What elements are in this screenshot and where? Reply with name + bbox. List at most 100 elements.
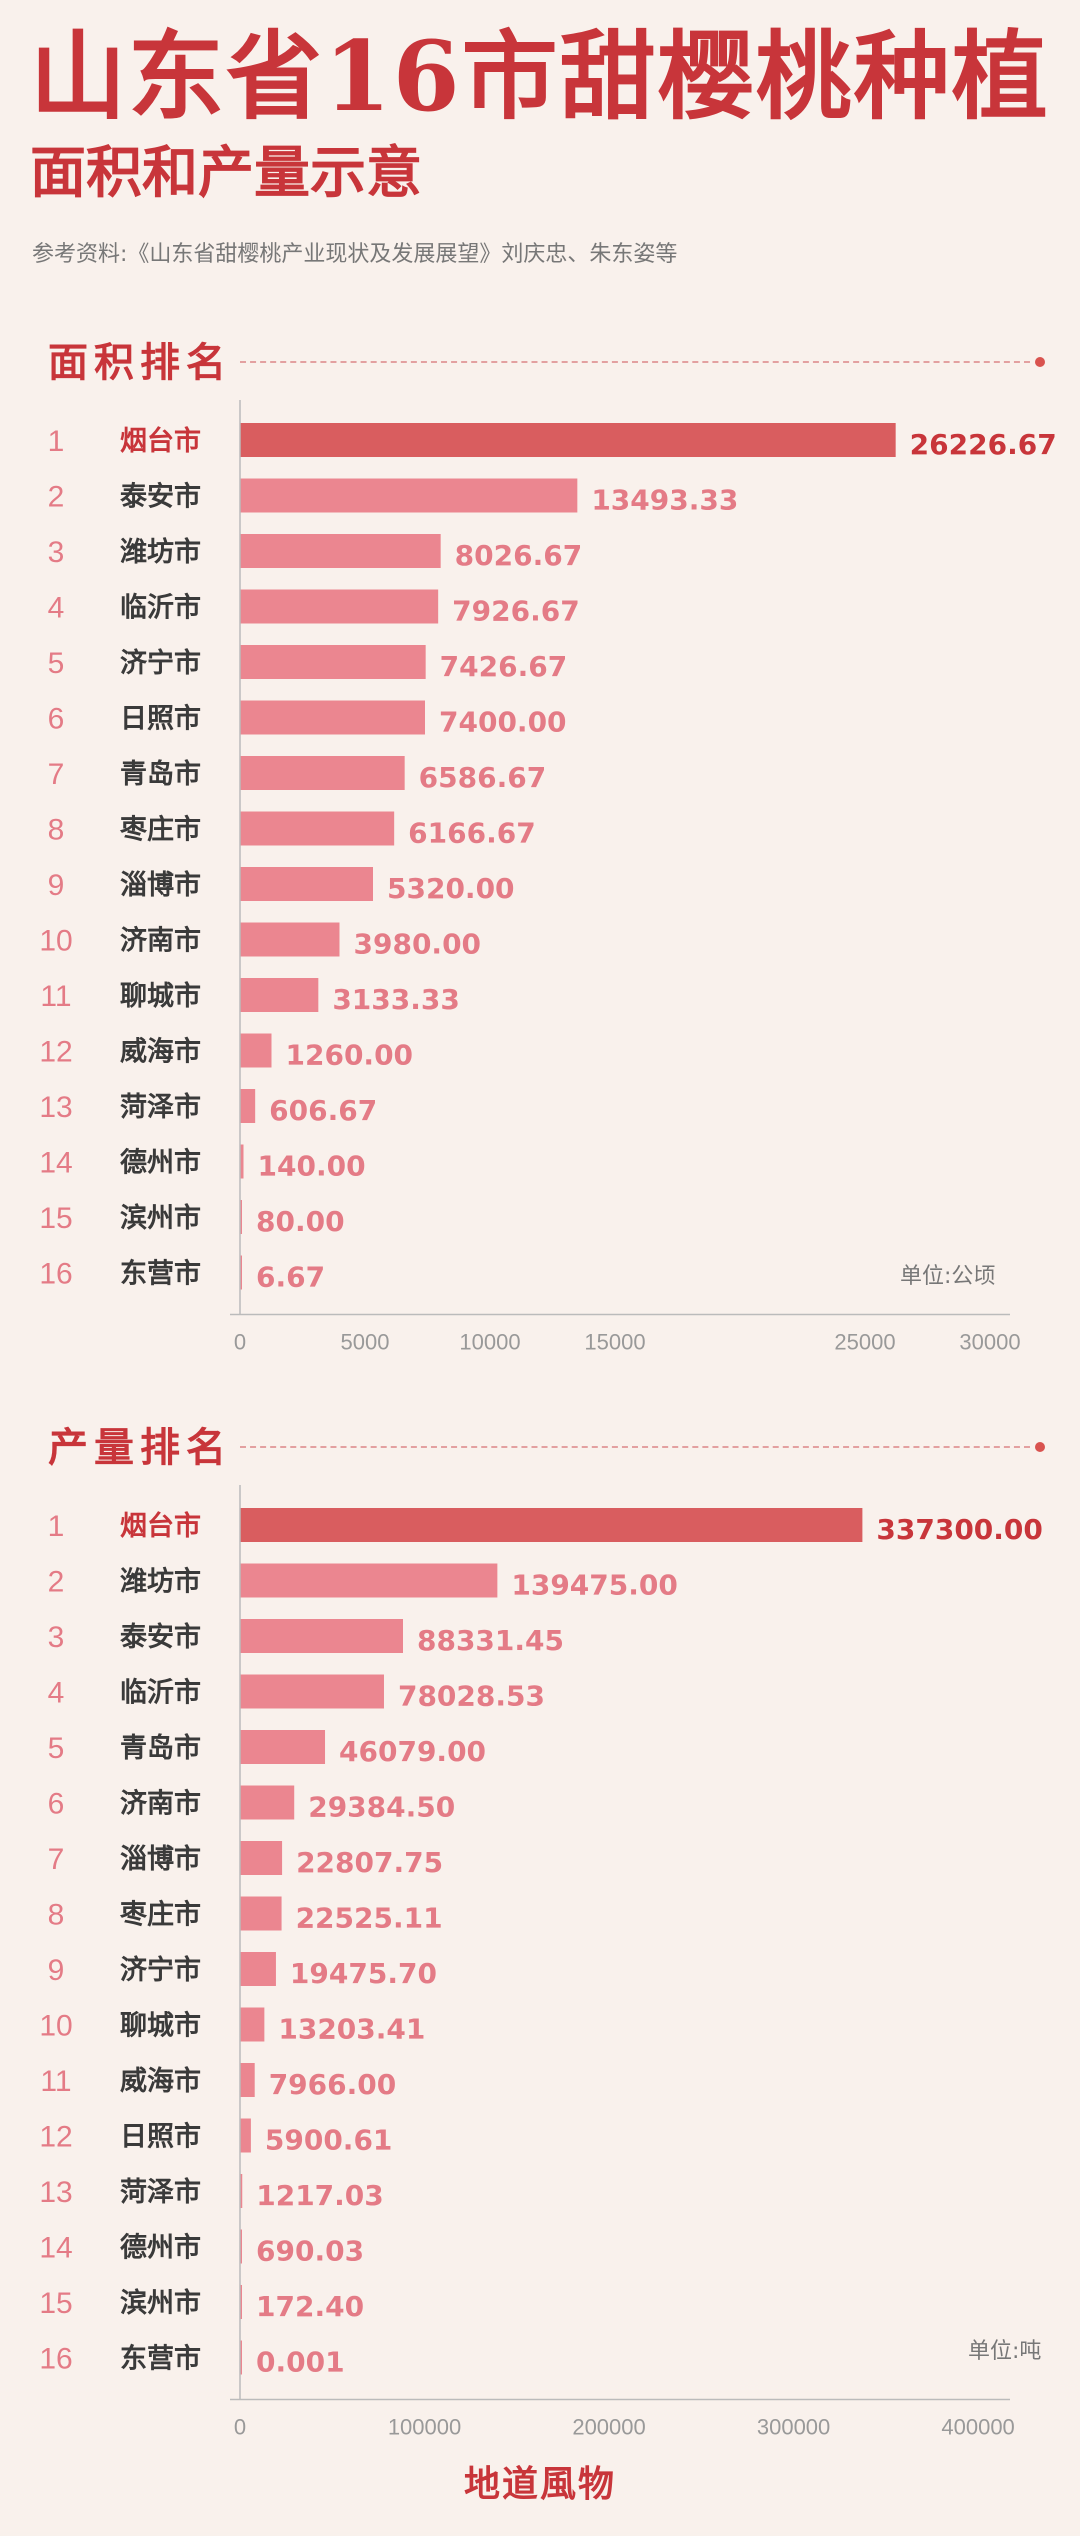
bar <box>240 922 340 957</box>
area-section-divider <box>240 361 1030 363</box>
city-label: 枣庄市 <box>119 1899 201 1931</box>
value-label: 6166.67 <box>408 817 536 850</box>
bar <box>240 1841 283 1875</box>
rank-label: 16 <box>39 1258 72 1291</box>
rank-label: 4 <box>48 592 65 625</box>
city-label: 枣庄市 <box>119 814 201 846</box>
bar <box>240 589 439 624</box>
value-label: 690.03 <box>256 2235 364 2268</box>
city-label: 济南市 <box>120 1788 201 1820</box>
city-label: 威海市 <box>120 1036 201 1068</box>
area-section-title: 面积排名 <box>48 339 232 386</box>
value-label: 337300.00 <box>876 1513 1043 1546</box>
bar <box>240 1674 384 1709</box>
x-tick-label: 100000 <box>388 2415 461 2440</box>
value-label: 6.67 <box>256 1261 325 1294</box>
rank-label: 2 <box>48 1566 65 1599</box>
bar <box>240 645 426 679</box>
city-label: 济宁市 <box>120 1954 201 1986</box>
city-label: 青岛市 <box>120 758 201 790</box>
value-label: 7966.00 <box>269 2068 397 2101</box>
city-label: 聊城市 <box>120 980 201 1012</box>
bar <box>240 1952 276 1986</box>
production-section-divider <box>240 1446 1030 1448</box>
value-label: 6586.67 <box>419 761 547 794</box>
bar <box>240 1200 242 1234</box>
rank-label: 3 <box>48 1621 65 1654</box>
value-label: 22807.75 <box>296 1846 443 1879</box>
value-label: 140.00 <box>258 1150 366 1183</box>
rank-label: 13 <box>39 2176 72 2209</box>
bar <box>240 2174 243 2208</box>
bar <box>240 534 441 568</box>
value-label: 8026.67 <box>455 539 583 572</box>
bar <box>240 1619 403 1653</box>
x-tick-label: 10000 <box>459 1330 520 1355</box>
rank-label: 6 <box>48 703 65 736</box>
x-tick-label: 25000 <box>834 1330 895 1355</box>
bar <box>240 1563 498 1598</box>
rank-label: 3 <box>48 536 65 569</box>
value-label: 26226.67 <box>910 428 1057 461</box>
value-label: 22525.11 <box>296 1902 443 1935</box>
bar <box>240 700 425 735</box>
city-label: 泰安市 <box>120 1621 201 1653</box>
city-label: 滨州市 <box>120 1202 201 1234</box>
value-label: 46079.00 <box>339 1735 486 1768</box>
city-label: 烟台市 <box>120 425 201 457</box>
city-label: 菏泽市 <box>120 2176 201 2208</box>
bar <box>240 2229 242 2264</box>
city-label: 临沂市 <box>120 1677 201 1709</box>
city-label: 淄博市 <box>120 869 201 901</box>
city-label: 威海市 <box>120 2065 201 2097</box>
rank-label: 6 <box>48 1788 65 1821</box>
production-section-dot <box>1035 1442 1045 1452</box>
bar <box>240 2007 265 2042</box>
bar <box>240 1033 272 1068</box>
x-tick-label: 300000 <box>757 2415 830 2440</box>
bar <box>240 2063 255 2097</box>
value-label: 88331.45 <box>417 1624 564 1657</box>
bar <box>240 2118 251 2153</box>
value-label: 80.00 <box>256 1205 345 1238</box>
rank-label: 7 <box>48 1843 65 1876</box>
bar <box>240 756 405 790</box>
bar <box>240 978 319 1012</box>
bar <box>240 1508 863 1542</box>
rank-label: 14 <box>39 2232 72 2265</box>
rank-label: 12 <box>39 1036 72 1069</box>
rank-label: 5 <box>48 647 65 680</box>
city-label: 菏泽市 <box>120 1091 201 1123</box>
rank-label: 15 <box>39 2287 72 2320</box>
city-label: 烟台市 <box>120 1510 201 1542</box>
rank-label: 7 <box>48 758 65 791</box>
bar <box>240 478 578 513</box>
value-label: 3980.00 <box>354 928 482 961</box>
city-label: 日照市 <box>120 2121 201 2153</box>
city-label: 淄博市 <box>120 1843 201 1875</box>
city-label: 潍坊市 <box>120 536 201 568</box>
value-label: 139475.00 <box>511 1569 678 1602</box>
rank-label: 10 <box>39 2010 72 2043</box>
value-label: 19475.70 <box>290 1957 437 1990</box>
value-label: 0.001 <box>256 2346 345 2379</box>
x-tick-label: 30000 <box>959 1330 1020 1355</box>
bar <box>240 1255 242 1290</box>
city-label: 临沂市 <box>120 592 201 624</box>
x-tick-label: 0 <box>234 1330 246 1355</box>
page-subtitle: 面积和产量示意 <box>30 140 422 206</box>
x-tick-label: 400000 <box>941 2415 1014 2440</box>
x-tick-label: 5000 <box>341 1330 390 1355</box>
x-tick-label: 0 <box>234 2415 246 2440</box>
value-label: 7926.67 <box>452 595 580 628</box>
value-label: 7426.67 <box>440 650 568 683</box>
city-label: 日照市 <box>120 703 201 735</box>
city-label: 泰安市 <box>120 481 201 513</box>
city-label: 济南市 <box>120 925 201 957</box>
city-label: 滨州市 <box>120 2287 201 2319</box>
rank-label: 9 <box>48 1954 65 1987</box>
rank-label: 12 <box>39 2121 72 2154</box>
rank-label: 11 <box>40 980 71 1013</box>
rank-label: 9 <box>48 869 65 902</box>
value-label: 78028.53 <box>398 1680 545 1713</box>
